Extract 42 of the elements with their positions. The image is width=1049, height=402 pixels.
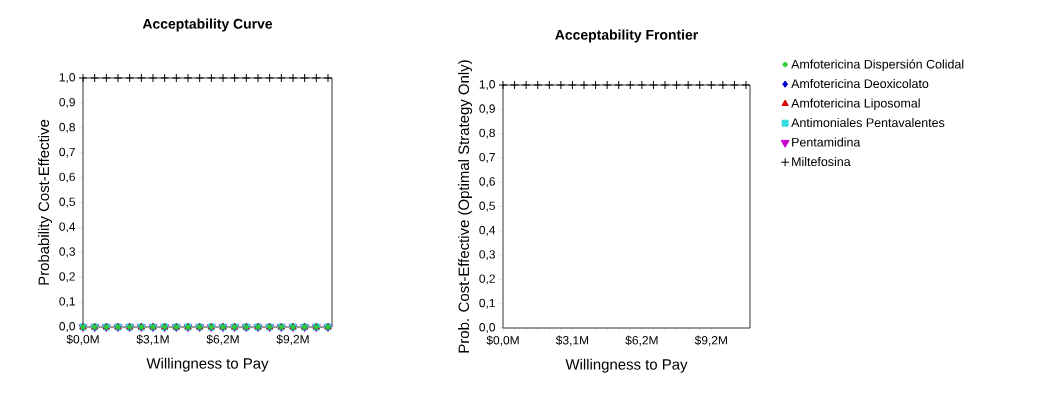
y-tick-label: 0,7 bbox=[59, 147, 75, 158]
x-tick-label: $6,2M bbox=[625, 335, 658, 346]
y-tick-label: 0,5 bbox=[59, 197, 75, 208]
y-tick-label: 0,5 bbox=[479, 201, 495, 212]
y-tick-label: 0,2 bbox=[479, 274, 495, 285]
y-tick-label: 0,1 bbox=[59, 297, 75, 308]
y-tick-label: 0,2 bbox=[59, 272, 75, 283]
x-tick-label: $6,2M bbox=[206, 334, 239, 345]
x-tick-label: $9,2M bbox=[694, 335, 727, 346]
x-axis-title: Willingness to Pay bbox=[146, 357, 269, 372]
x-tick-label: $3,1M bbox=[555, 335, 589, 346]
legend-label: Amfotericina Deoxicolato bbox=[791, 78, 929, 89]
y-tick-label: 1,0 bbox=[59, 73, 76, 83]
y-tick-label: 0,9 bbox=[479, 104, 495, 115]
y-tick-label: 0,0 bbox=[59, 322, 76, 332]
legend-label: Antimoniales Pentavalentes bbox=[791, 117, 945, 128]
legend-label: Amfotericina Dispersión Colidal bbox=[791, 59, 964, 72]
y-tick-label: 0,1 bbox=[479, 298, 495, 309]
x-tick-label: $0,0M bbox=[486, 335, 519, 346]
y-tick-label: 0,0 bbox=[479, 323, 496, 333]
y-axis-title: Prob. Cost-Effective (Optimal Strategy Only) bbox=[458, 60, 473, 353]
y-tick-label: 0,6 bbox=[59, 172, 75, 183]
y-tick-label: 0,8 bbox=[59, 122, 75, 133]
y-axis-title: Probability Cost-Effective bbox=[38, 119, 53, 285]
y-tick-label: 0,4 bbox=[479, 225, 496, 236]
legend-label: Pentamidina bbox=[792, 137, 861, 147]
y-tick-label: 0,3 bbox=[479, 250, 495, 261]
x-axis-title: Willingness to Pay bbox=[565, 358, 688, 373]
x-tick-label: $3,1M bbox=[136, 334, 169, 345]
y-tick-label: 0,3 bbox=[59, 247, 75, 258]
y-tick-label: 0,4 bbox=[59, 222, 76, 233]
chart-title: Acceptability Frontier bbox=[555, 29, 698, 43]
chart-title: Acceptability Curve bbox=[142, 18, 273, 32]
x-tick-label: $0,0M bbox=[66, 334, 99, 345]
y-tick-label: 0,7 bbox=[479, 152, 495, 163]
y-tick-label: 1,0 bbox=[479, 80, 496, 90]
y-tick-label: 0,9 bbox=[59, 97, 75, 108]
legend-label: Miltefosina bbox=[792, 156, 851, 167]
y-tick-label: 0,6 bbox=[479, 177, 495, 188]
x-tick-label: $9,2M bbox=[276, 334, 309, 345]
y-tick-label: 0,8 bbox=[479, 128, 495, 139]
legend-label: Amfotericina Liposomal bbox=[791, 98, 920, 111]
